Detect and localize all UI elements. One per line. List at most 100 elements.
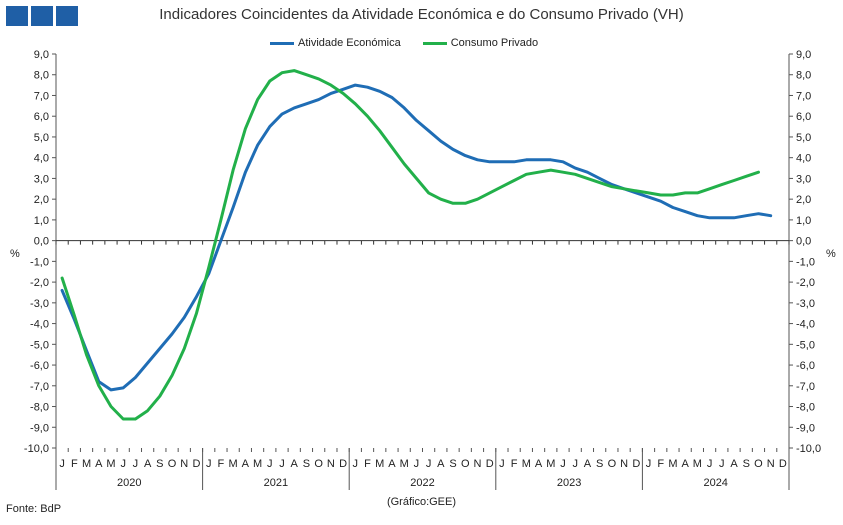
legend-label-atividade: Atividade Económica (298, 37, 401, 49)
x-month-label: M (82, 458, 91, 470)
legend-swatch-atividade (270, 41, 294, 45)
x-month-label: J (267, 458, 273, 470)
x-month-label: J (646, 458, 652, 470)
x-month-label: A (242, 458, 250, 470)
x-month-label: J (279, 458, 285, 470)
chart-legend: Atividade Económica Consumo Privado (270, 37, 538, 49)
x-month-label: F (218, 458, 225, 470)
y-tick-label-left: -3,0 (30, 298, 49, 310)
series-line-consumo (60, 69, 760, 421)
y-tick-label-left: 6,0 (34, 111, 49, 123)
x-month-label: A (95, 458, 103, 470)
y-tick-label-left: 8,0 (34, 70, 49, 82)
y-tick-label-left: -4,0 (30, 319, 49, 331)
y-tick-label-left: 4,0 (34, 153, 49, 165)
x-month-label: O (168, 458, 177, 470)
x-month-label: J (206, 458, 212, 470)
y-tick-label-right: 9,0 (796, 49, 811, 61)
x-month-label: M (693, 458, 702, 470)
x-month-label: S (303, 458, 310, 470)
y-tick-label-right: -10,0 (796, 443, 821, 455)
x-month-label: M (375, 458, 384, 470)
x-month-label: J (719, 458, 725, 470)
legend-item-atividade: Atividade Económica (270, 37, 401, 49)
x-month-label: A (535, 458, 543, 470)
y-tick-label-right: -1,0 (796, 256, 815, 268)
x-month-label: O (608, 458, 617, 470)
chart-source: Fonte: BdP (6, 503, 62, 515)
x-month-label: J (353, 458, 359, 470)
y-tick-label-right: 4,0 (796, 153, 811, 165)
x-month-label: S (743, 458, 750, 470)
legend-label-consumo: Consumo Privado (450, 37, 539, 49)
x-month-label: A (388, 458, 396, 470)
x-month-label: N (473, 458, 481, 470)
y-tick-label-right: 2,0 (796, 194, 811, 206)
x-month-label: M (253, 458, 262, 470)
x-month-label: M (229, 458, 238, 470)
x-month-label: F (71, 458, 78, 470)
y-tick-label-right: -5,0 (796, 339, 815, 351)
x-month-label: J (120, 458, 126, 470)
y-tick-label-left: 1,0 (34, 215, 49, 227)
y-tick-label-left: -1,0 (30, 256, 49, 268)
x-month-label: N (620, 458, 628, 470)
y-tick-label-right: 1,0 (796, 215, 811, 227)
y-tick-label-left: -9,0 (30, 422, 49, 434)
y-tick-label-right: -6,0 (796, 360, 815, 372)
y-tick-label-left: -2,0 (30, 277, 49, 289)
x-month-label: M (668, 458, 677, 470)
y-tick-label-left: 9,0 (34, 49, 49, 61)
x-year-label: 2024 (703, 477, 727, 489)
gee-logo (6, 6, 78, 26)
y-tick-label-left: -7,0 (30, 381, 49, 393)
x-month-label: F (511, 458, 518, 470)
x-year-label: 2020 (117, 477, 141, 489)
x-month-label: J (426, 458, 432, 470)
x-month-label: J (499, 458, 505, 470)
x-month-label: O (314, 458, 323, 470)
x-month-label: D (339, 458, 347, 470)
series-line-atividade (60, 83, 773, 392)
x-month-label: N (767, 458, 775, 470)
y-tick-label-right: 7,0 (796, 90, 811, 102)
x-month-label: A (730, 458, 738, 470)
x-month-label: A (291, 458, 299, 470)
x-month-label: S (156, 458, 163, 470)
x-month-label: A (437, 458, 445, 470)
x-month-label: J (133, 458, 139, 470)
y-axis-label-left: % (10, 248, 20, 260)
x-month-label: O (754, 458, 763, 470)
y-tick-label-left: 0,0 (34, 236, 49, 248)
y-tick-label-left: -8,0 (30, 402, 49, 414)
x-month-label: N (327, 458, 335, 470)
x-month-label: M (400, 458, 409, 470)
x-month-label: J (707, 458, 713, 470)
chart-title: Indicadores Coincidentes da Atividade Ec… (159, 6, 684, 23)
y-tick-label-left: 2,0 (34, 194, 49, 206)
y-tick-label-left: 3,0 (34, 173, 49, 185)
x-month-label: D (193, 458, 201, 470)
x-month-label: M (106, 458, 115, 470)
y-tick-label-left: -6,0 (30, 360, 49, 372)
legend-item-consumo: Consumo Privado (422, 37, 539, 49)
x-month-label: O (461, 458, 470, 470)
y-tick-label-right: 6,0 (796, 111, 811, 123)
x-month-label: M (522, 458, 531, 470)
x-month-label: D (779, 458, 787, 470)
x-month-label: J (414, 458, 420, 470)
x-month-label: F (657, 458, 664, 470)
legend-swatch-consumo (422, 41, 447, 45)
y-tick-label-left: -5,0 (30, 339, 49, 351)
x-year-label: 2021 (264, 477, 288, 489)
y-tick-label-right: -3,0 (796, 298, 815, 310)
chart-credit: (Gráfico:GEE) (386, 496, 457, 508)
y-tick-label-right: 5,0 (796, 132, 811, 144)
y-tick-label-right: -8,0 (796, 402, 815, 414)
y-tick-label-right: 3,0 (796, 173, 811, 185)
x-month-label: A (144, 458, 152, 470)
y-tick-label-right: -4,0 (796, 319, 815, 331)
x-month-label: D (486, 458, 494, 470)
y-tick-label-right: 0,0 (796, 236, 811, 248)
x-month-label: J (572, 458, 578, 470)
